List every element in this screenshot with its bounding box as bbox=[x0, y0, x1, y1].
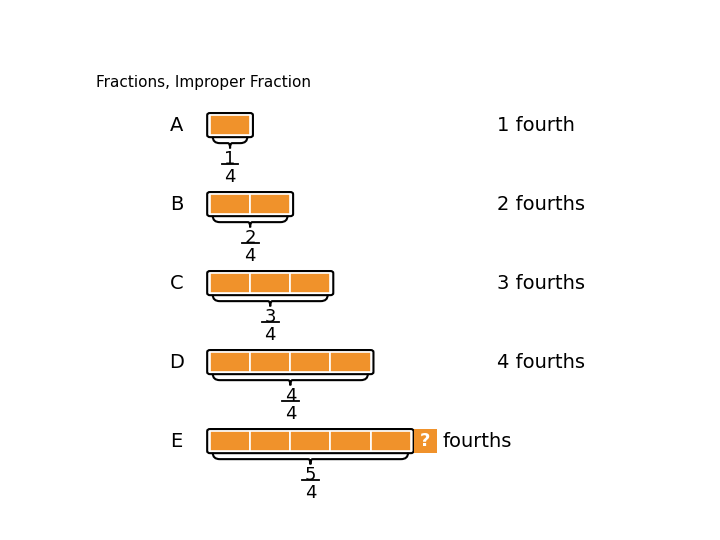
Text: 3: 3 bbox=[264, 308, 276, 327]
Text: 4: 4 bbox=[284, 388, 296, 406]
Text: 2 fourths: 2 fourths bbox=[498, 194, 585, 214]
Text: 4 fourths: 4 fourths bbox=[498, 353, 585, 372]
Bar bbox=[413, 429, 437, 453]
Text: ?: ? bbox=[420, 432, 431, 450]
Bar bbox=[210, 352, 250, 372]
Bar bbox=[250, 194, 290, 214]
Bar bbox=[250, 273, 290, 293]
Bar bbox=[250, 352, 290, 372]
Text: 4: 4 bbox=[225, 167, 236, 186]
Bar bbox=[290, 431, 330, 451]
Text: B: B bbox=[170, 194, 183, 214]
Text: 4: 4 bbox=[305, 483, 316, 502]
Bar bbox=[290, 273, 330, 293]
Bar bbox=[210, 115, 250, 135]
Text: 4: 4 bbox=[264, 326, 276, 343]
Text: 3 fourths: 3 fourths bbox=[498, 274, 585, 293]
Text: Fractions, Improper Fraction: Fractions, Improper Fraction bbox=[96, 75, 310, 90]
Bar bbox=[330, 431, 371, 451]
Bar bbox=[250, 431, 290, 451]
Text: E: E bbox=[171, 431, 183, 450]
Text: fourths: fourths bbox=[443, 431, 512, 450]
Bar bbox=[330, 352, 371, 372]
Text: 4: 4 bbox=[284, 404, 296, 422]
Bar bbox=[210, 273, 250, 293]
Text: 2: 2 bbox=[244, 230, 256, 247]
Bar bbox=[210, 431, 250, 451]
Text: 5: 5 bbox=[305, 467, 316, 484]
Text: C: C bbox=[170, 274, 184, 293]
Bar bbox=[210, 194, 250, 214]
Text: 4: 4 bbox=[244, 246, 256, 265]
Text: 1 fourth: 1 fourth bbox=[498, 116, 575, 134]
Text: A: A bbox=[170, 116, 183, 134]
Text: D: D bbox=[169, 353, 184, 372]
Bar bbox=[290, 352, 330, 372]
Text: 1: 1 bbox=[225, 151, 235, 168]
Bar bbox=[371, 431, 411, 451]
